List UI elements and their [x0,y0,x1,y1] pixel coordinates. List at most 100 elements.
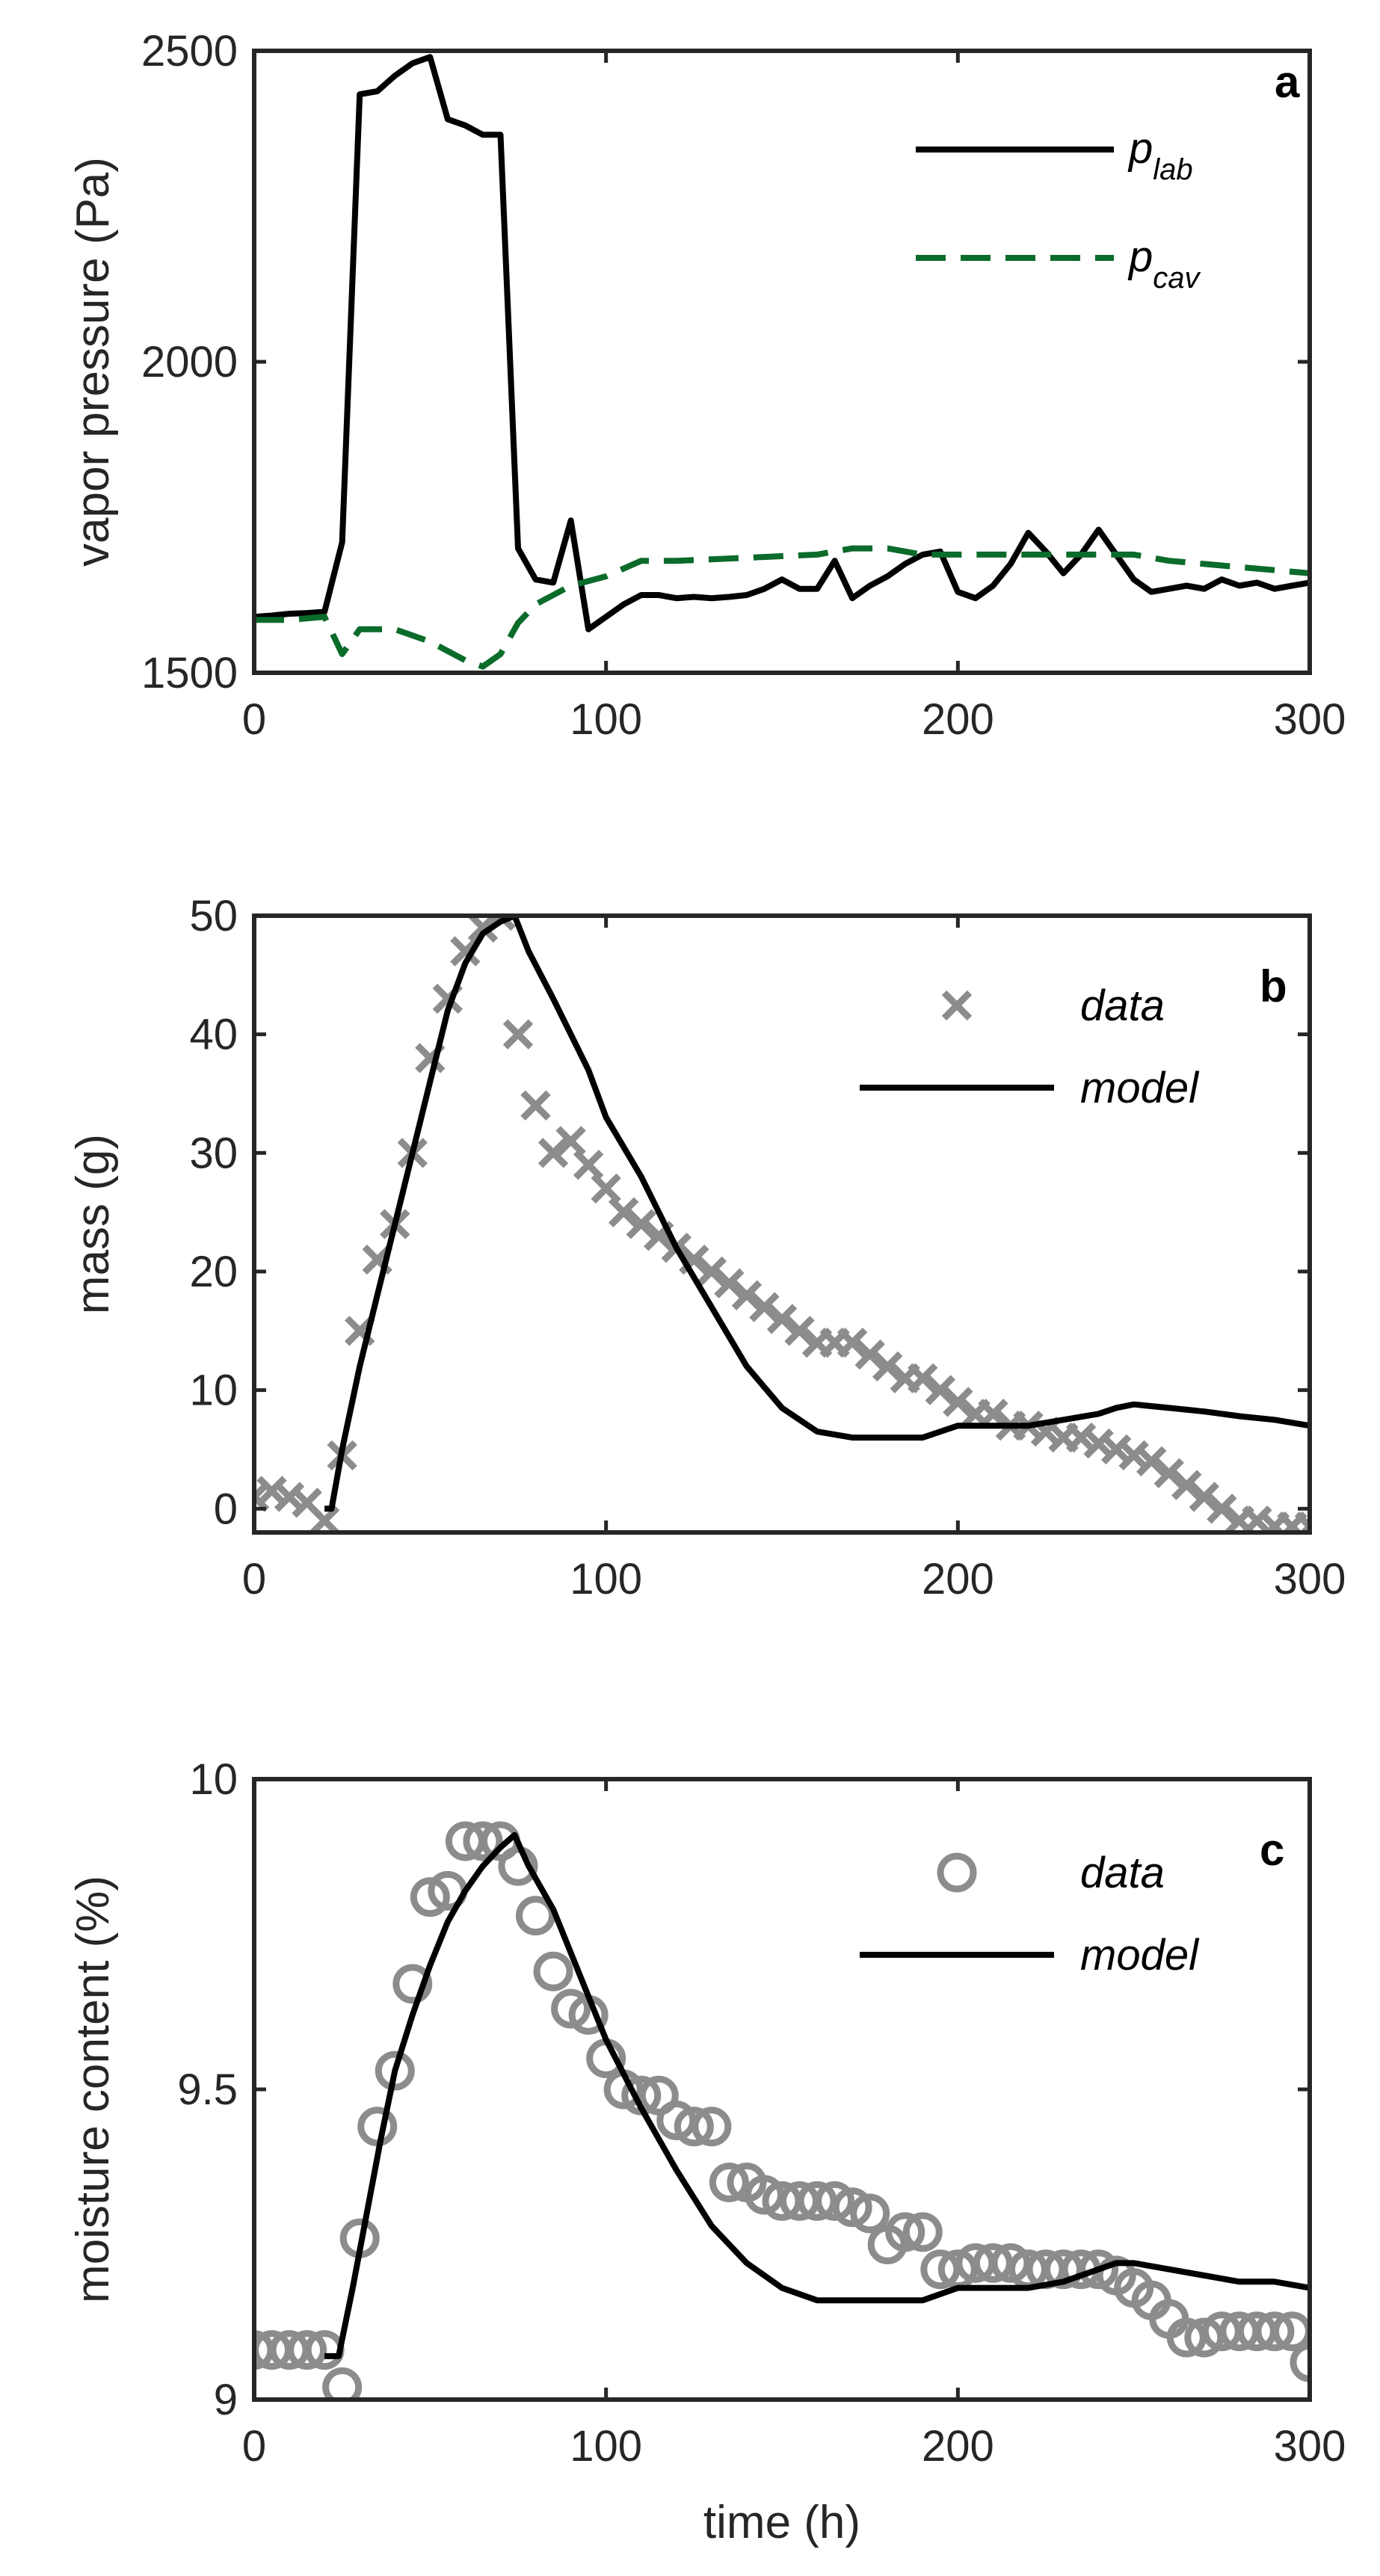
data-point-x-marker [943,1387,973,1417]
data-point-circle-marker [832,2187,872,2228]
data-point-x-marker [274,1482,305,1512]
series-p_cav-line [254,545,1310,670]
legend-label: pcav [1127,232,1201,295]
data-point-x-marker [1118,1440,1149,1471]
data-point-x-marker [749,1292,780,1322]
plot-area [254,916,1310,1532]
x-tick-label: 0 [242,2422,266,2471]
data-point-circle-marker [463,1821,503,1861]
data-point-x-marker [573,1149,604,1180]
legend-label-main: p [1127,124,1153,173]
plot-area [254,1821,1310,2400]
legend-entry-p_lab: plab [916,124,1193,186]
data-point-circle-marker [516,1896,556,1936]
x-tick-label: 0 [242,695,266,744]
data-point-circle-marker [533,1951,573,1991]
data-point-x-marker [1065,1422,1097,1453]
x-tick-label: 300 [1274,2422,1346,2471]
y-tick-label: 30 [189,1129,238,1177]
legend-label: model [1080,1931,1200,1979]
data-point-x-marker [502,1019,534,1050]
data-point-x-marker [1189,1482,1219,1512]
data-point-x-marker [309,1505,340,1532]
data-point-x-marker [609,1197,639,1227]
data-point-circle-marker [392,1964,433,2004]
data-point-x-marker [837,1327,868,1358]
y-tick-label: 40 [189,1011,238,1059]
panel-letter: b [1260,961,1287,1011]
data-point-circle-marker [1079,2249,1119,2290]
legend-entry-model: model [860,1931,1200,1979]
data-point-circle-marker [885,2212,925,2252]
data-point-circle-marker [410,1877,450,1917]
data-point-x-marker [731,1280,763,1310]
data-point-x-marker [626,1209,656,1239]
x-tick-label: 100 [570,1555,642,1603]
legend-entry-data: data [937,1849,1165,1897]
data-point-x-marker [555,1126,586,1156]
x-tick-label: 200 [922,2422,994,2471]
y-tick-label: 0 [214,1485,238,1533]
data-point-x-marker [254,1482,270,1512]
y-tick-label: 1500 [141,649,238,697]
y-tick-label: 10 [189,1366,238,1415]
data-point-x-marker [784,1316,815,1346]
legend-label-sub: lab [1153,153,1192,186]
data-point-circle-marker [815,2181,855,2221]
data-point-x-marker [872,1351,903,1382]
y-tick-label: 20 [189,1248,238,1296]
data-point-x-marker [854,1339,885,1370]
data-point-circle-marker [1254,2311,1295,2352]
legend-entry-model: model [860,1064,1200,1112]
y-tick-label: 50 [189,892,238,940]
panel-b: 0 100 200 300 0 10 20 30 40 50 mass (g) b data model [67,892,1346,1603]
legend-label: model [1080,1064,1200,1112]
data-point-x-marker [1207,1494,1237,1524]
panel-letter: c [1260,1825,1284,1875]
panel-letter: a [1275,57,1300,107]
data-point-circle-marker [674,2107,714,2147]
data-point-x-marker [908,1363,938,1393]
legend-label: plab [1127,124,1193,186]
data-point-x-marker [714,1268,745,1299]
data-point-circle-marker [375,2050,415,2091]
y-axis-title: vapor pressure (Pa) [67,157,119,567]
panel-a: 0 100 200 300 1500 2000 2500 vapor pressure (Pa… [67,27,1346,744]
x-tick-label: 300 [1274,695,1346,744]
data-point-x-marker [1294,1511,1310,1532]
series-model-line [324,1831,1310,2359]
data-point-x-marker [591,1173,621,1204]
data-point-x-marker [1171,1470,1202,1500]
y-tick-label: 9 [214,2376,238,2424]
series-model-line [324,916,1310,1512]
legend-marker-circle [937,1852,977,1893]
data-point-x-marker [1153,1458,1184,1488]
data-point-circle-marker [551,1988,591,2029]
data-point-x-marker [1100,1434,1132,1465]
data-point-x-marker [1242,1505,1272,1532]
plot-area [254,54,1310,670]
legend-label-main: p [1127,232,1153,281]
data-point-circle-marker [902,2212,943,2252]
y-axis-title: mass (g) [67,1134,119,1314]
x-tick-label: 100 [570,2422,642,2471]
data-point-x-marker [256,1476,287,1506]
data-point-circle-marker [850,2193,890,2234]
data-point-x-marker [978,1399,1008,1429]
legend: data model [860,982,1200,1112]
legend-entry-data: data [941,982,1165,1030]
data-point-circle-marker [691,2107,732,2147]
y-axis-title: moisture content (%) [67,1876,119,2303]
x-tick-label: 100 [570,695,642,744]
panel-c: 0 100 200 300 9 9.5 10 moisture content (%) time… [67,1755,1346,2548]
data-point-circle-marker [322,2367,363,2400]
y-tick-label: 10 [189,1755,238,1804]
legend-label: data [1080,1849,1165,1897]
legend-entry-p_cav: pcav [916,232,1201,295]
data-point-circle-marker [1290,2342,1310,2382]
legend-label-sub: cav [1153,262,1201,295]
x-tick-label: 200 [922,1555,994,1603]
